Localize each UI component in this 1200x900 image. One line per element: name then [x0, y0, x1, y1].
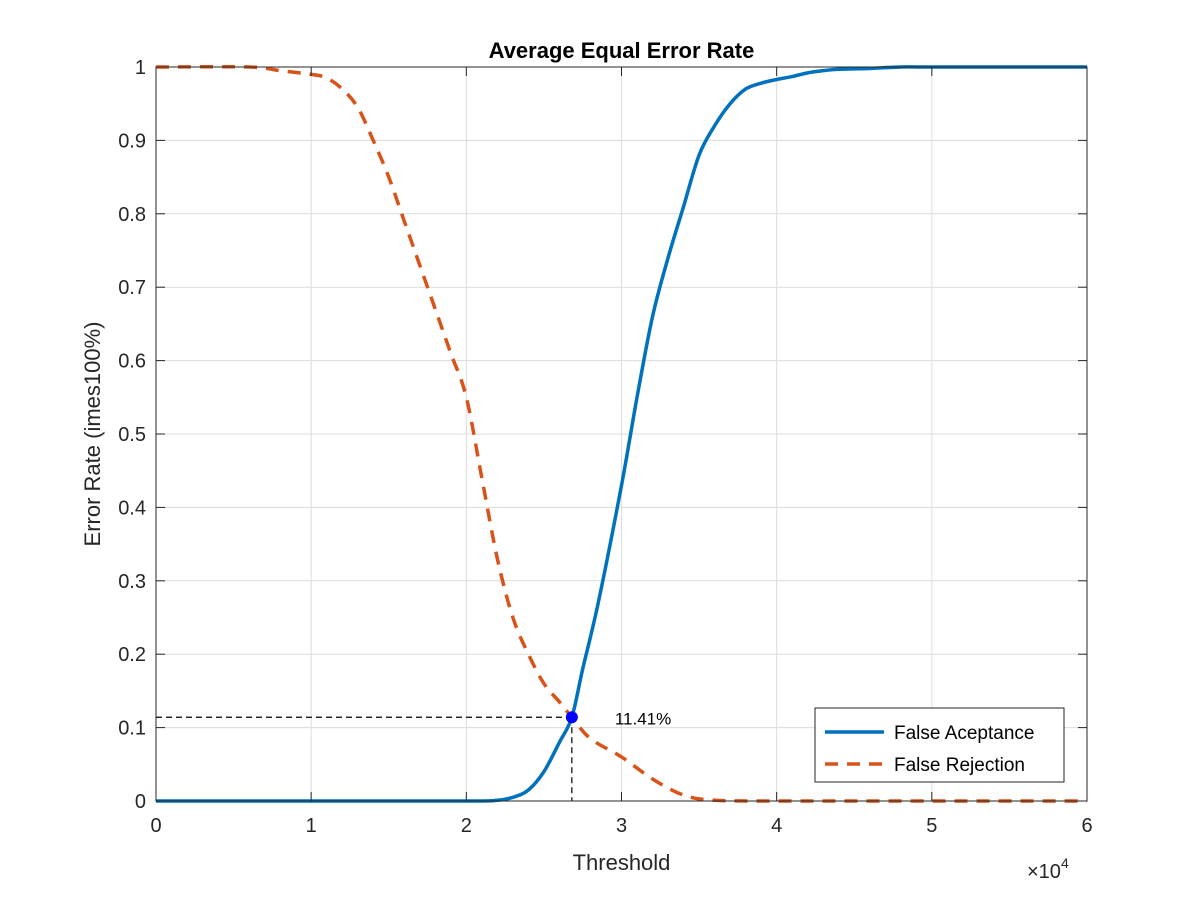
y-axis-label: Error Rate (imes100%) [80, 322, 105, 547]
y-tick-label: 0.8 [118, 204, 146, 226]
x-axis-multiplier-exponent: 4 [1061, 855, 1069, 871]
legend-label-false-aceptance: False Aceptance [894, 723, 1034, 744]
y-tick-label: 1 [135, 57, 146, 79]
x-tick-label: 0 [150, 815, 161, 837]
y-tick-label: 0.1 [118, 718, 146, 740]
legend-label-false-rejection: False Rejection [894, 755, 1025, 776]
axis-ticks [155, 66, 1088, 802]
x-axis-multiplier: ×104 [1027, 855, 1069, 883]
legend: False Aceptance False Rejection [814, 707, 1065, 783]
x-axis-multiplier-base: ×10 [1027, 861, 1061, 883]
series-layer [155, 64, 1087, 803]
x-tick-label: 2 [461, 815, 472, 837]
series-line-false-rejection [155, 64, 1087, 803]
legend-box [814, 707, 1065, 783]
eer-guides [156, 716, 573, 801]
x-tick-label: 3 [616, 815, 627, 837]
y-tick-label: 0.7 [118, 277, 146, 299]
y-tick-label: 0.3 [118, 571, 146, 593]
y-tick-label: 0.4 [118, 497, 146, 519]
eer-marker-layer [565, 711, 578, 724]
x-tick-labels: 0 1 2 3 4 5 6 [150, 815, 1092, 837]
y-tick-label: 0.6 [118, 351, 146, 373]
x-tick-label: 6 [1081, 815, 1092, 837]
x-tick-label: 5 [926, 815, 937, 837]
x-tick-label: 4 [771, 815, 782, 837]
y-tick-label: 0.2 [118, 644, 146, 666]
chart-title: Average Equal Error Rate [489, 38, 755, 63]
eer-annotation: 11.41% [615, 709, 671, 728]
eer-marker [565, 711, 578, 724]
grid [156, 67, 1087, 801]
series-line-false-aceptance [155, 65, 1087, 803]
x-tick-label: 1 [306, 815, 317, 837]
y-tick-label: 0.5 [118, 424, 146, 446]
x-axis-label: Threshold [573, 850, 671, 875]
y-tick-label: 0 [135, 791, 146, 813]
y-tick-labels: 0 0.1 0.2 0.3 0.4 0.5 0.6 0.7 0.8 0.9 1 [118, 57, 146, 813]
y-tick-label: 0.9 [118, 130, 146, 152]
